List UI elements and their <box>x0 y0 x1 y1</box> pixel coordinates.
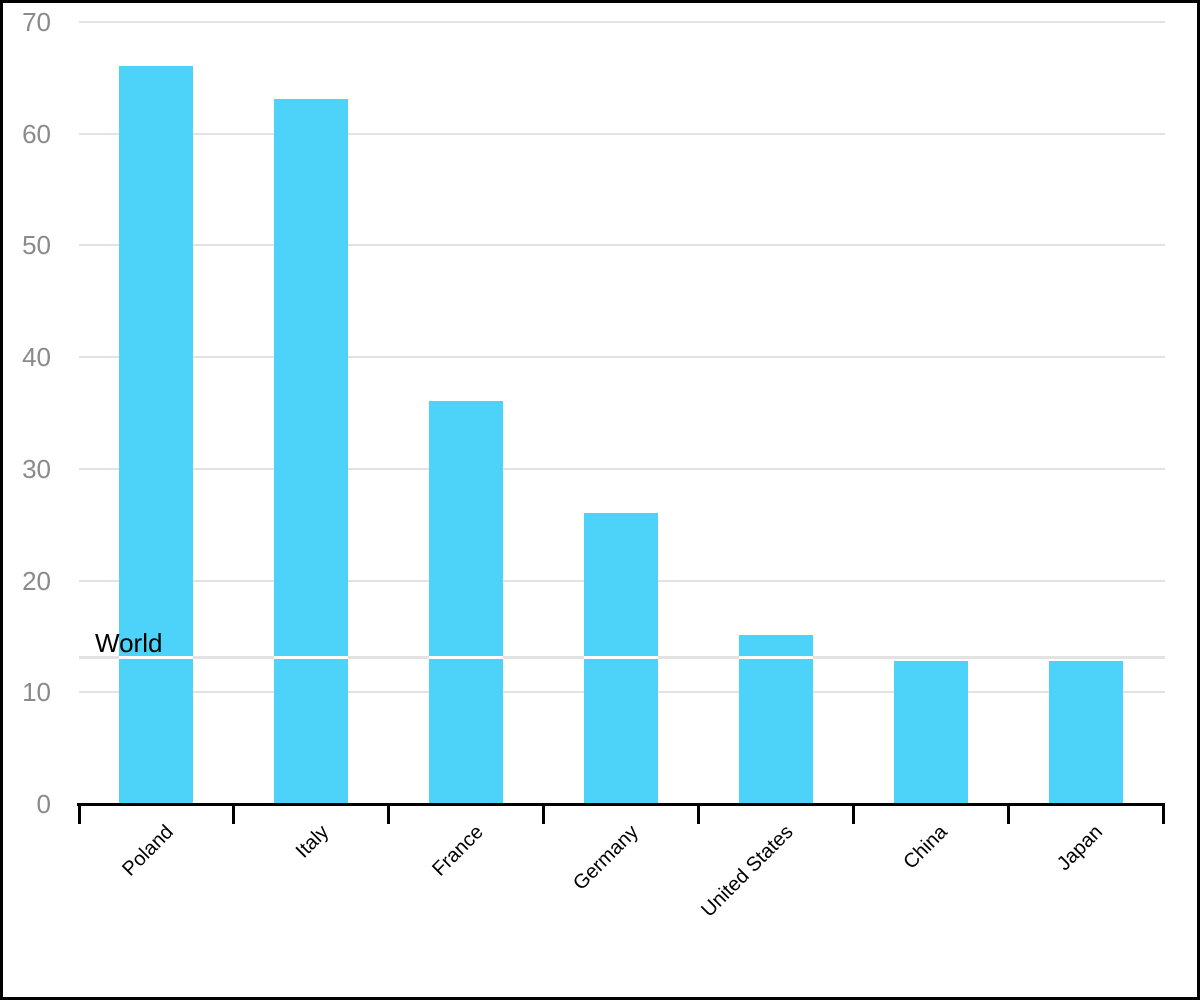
bar-china <box>893 661 968 803</box>
bar-germany <box>584 512 658 803</box>
x-axis-label-text: China <box>899 821 953 874</box>
y-axis-label-10: 10 <box>22 677 51 708</box>
bar-poland <box>119 65 194 803</box>
x-axis-line <box>77 803 1165 806</box>
bar-france <box>429 400 504 803</box>
world-line-over-bar <box>584 656 658 660</box>
x-axis-label-text: United States <box>696 821 798 922</box>
x-axis-tick-3 <box>542 803 546 824</box>
y-axis-label-60: 60 <box>22 118 51 149</box>
world-line-over-bar <box>119 656 194 660</box>
y-axis-label-50: 50 <box>22 230 51 261</box>
world-reference-label: World <box>95 628 163 658</box>
x-axis-label-text: Japan <box>1053 821 1108 876</box>
y-axis-label-0: 0 <box>36 789 51 819</box>
gridline-40 <box>79 356 1165 359</box>
x-axis-label-text: Germany <box>568 821 643 895</box>
y-axis-label-30: 30 <box>22 453 51 484</box>
x-axis-tick-2 <box>387 803 391 824</box>
x-axis-tick-4 <box>696 803 700 824</box>
x-axis-tick-1 <box>232 803 236 824</box>
y-axis-label-70: 70 <box>22 7 51 37</box>
x-axis-tick-0 <box>77 803 81 824</box>
world-line-over-bar <box>429 656 504 660</box>
x-axis-tick-7 <box>1161 803 1165 824</box>
bar-italy <box>274 99 349 803</box>
world-line-over-bar <box>274 656 349 660</box>
y-axis-label-40: 40 <box>22 342 51 373</box>
gridline-70 <box>79 21 1165 23</box>
x-axis-label-text: Italy <box>291 821 333 863</box>
x-axis-label-text: France <box>428 821 488 881</box>
gridline-60 <box>79 132 1165 135</box>
x-axis-tick-6 <box>1006 803 1010 824</box>
bar-japan <box>1048 661 1123 803</box>
gridline-30 <box>79 467 1165 470</box>
x-axis-label-text: Poland <box>118 821 178 881</box>
world-line-over-bar <box>738 656 813 660</box>
x-axis-tick-5 <box>851 803 855 824</box>
y-axis-label-20: 20 <box>22 565 51 596</box>
gridline-50 <box>79 244 1165 247</box>
bar-united-states <box>738 635 813 803</box>
